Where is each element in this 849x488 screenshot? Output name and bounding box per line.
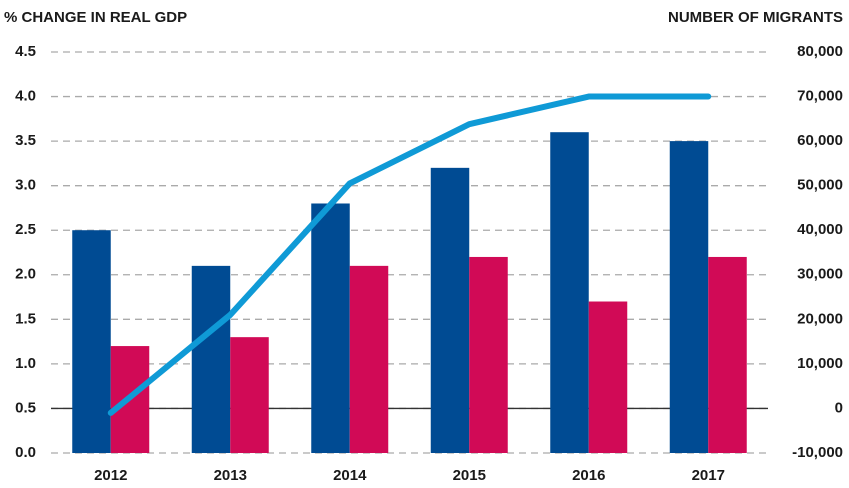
bar [349,265,389,453]
y2-tick-label: 80,000 [797,43,843,60]
y2-tick-label: 50,000 [797,177,843,194]
y-tick-label: 4.0 [15,88,36,105]
y-axis-label: % CHANGE IN REAL GDP [4,9,187,26]
x-tick-label: 2015 [453,467,486,484]
y2-tick-label: 10,000 [797,355,843,372]
y-tick-label: 1.5 [15,310,36,327]
y-tick-label: 3.5 [15,132,36,149]
y2-tick-label: 40,000 [797,221,843,238]
y-tick-label: 0.0 [15,444,36,461]
bar [430,167,470,453]
bar [588,301,628,453]
x-tick-label: 2016 [572,467,605,484]
y2-tick-label: 70,000 [797,88,843,105]
y2-tick-label: 60,000 [797,132,843,149]
x-tick-label: 2013 [214,467,247,484]
y2-tick-label: 0 [835,399,843,416]
y2-axis-label: NUMBER OF MIGRANTS [668,9,843,26]
bar [72,230,111,453]
bar [708,256,747,453]
y2-tick-label: 30,000 [797,266,843,283]
y2-tick-label: -10,000 [792,444,843,461]
y2-tick-label: 20,000 [797,310,843,327]
bar [550,132,589,453]
y-tick-label: 3.0 [15,177,36,194]
y-tick-label: 2.5 [15,221,36,238]
bar [230,337,269,453]
line [107,93,712,416]
x-tick-label: 2012 [94,467,127,484]
x-tick-label: 2014 [333,467,367,484]
grid [51,51,768,454]
y-tick-label: 4.5 [15,43,36,60]
y-tick-label: 1.0 [15,355,36,372]
y-tick-label: 2.0 [15,266,36,283]
bar [311,203,350,453]
bar [469,256,508,453]
bar [191,265,231,453]
bar [669,141,709,453]
x-tick-label: 2017 [692,467,725,484]
y-tick-label: 0.5 [15,399,36,416]
